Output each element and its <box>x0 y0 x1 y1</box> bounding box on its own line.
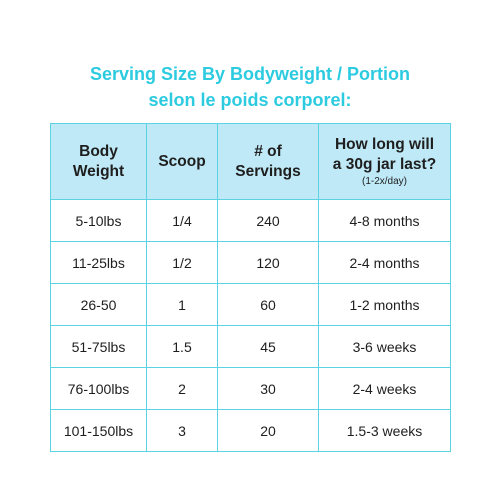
cell-servings: 60 <box>217 283 319 326</box>
cell-servings: 20 <box>217 409 319 452</box>
header-scoop-label: Scoop <box>158 152 206 170</box>
cell-scoop: 3 <box>146 409 218 452</box>
table-row: 101-150lbs 3 20 1.5-3 weeks <box>50 409 451 452</box>
header-jar-duration-line1: How long will <box>334 135 435 153</box>
header-jar-duration-note: (1-2x/day) <box>361 175 407 187</box>
cell-jar-duration: 4-8 months <box>318 199 451 242</box>
title-line-1: Serving Size By Bodyweight / Portion <box>89 64 411 84</box>
cell-body-weight: 26-50 <box>50 283 147 326</box>
cell-body-weight: 11-25lbs <box>50 241 147 284</box>
cell-scoop: 1 <box>146 283 218 326</box>
header-body-weight: Body Weight <box>50 123 147 200</box>
table-row: 76-100lbs 2 30 2-4 weeks <box>50 367 451 410</box>
header-scoop: Scoop <box>146 123 218 200</box>
table-header-row: Body Weight Scoop # of Servings How long… <box>50 123 451 200</box>
header-body-weight-line1: Body <box>79 142 118 160</box>
cell-jar-duration: 2-4 weeks <box>318 367 451 410</box>
table-row: 5-10lbs 1/4 240 4-8 months <box>50 199 451 242</box>
cell-jar-duration: 1.5-3 weeks <box>318 409 451 452</box>
cell-scoop: 1/2 <box>146 241 218 284</box>
cell-body-weight: 76-100lbs <box>50 367 147 410</box>
header-jar-duration-line2: a 30g jar last? <box>332 155 437 173</box>
header-servings-line1: # of <box>254 142 282 160</box>
cell-body-weight: 5-10lbs <box>50 199 147 242</box>
cell-scoop: 2 <box>146 367 218 410</box>
cell-servings: 120 <box>217 241 319 284</box>
cell-body-weight: 51-75lbs <box>50 325 147 368</box>
table-row: 26-50 1 60 1-2 months <box>50 283 451 326</box>
cell-jar-duration: 1-2 months <box>318 283 451 326</box>
table-row: 51-75lbs 1.5 45 3-6 weeks <box>50 325 451 368</box>
header-jar-duration: How long will a 30g jar last? (1-2x/day) <box>318 123 451 200</box>
header-servings-line2: Servings <box>235 162 301 180</box>
cell-servings: 240 <box>217 199 319 242</box>
header-body-weight-line2: Weight <box>72 162 125 180</box>
cell-servings: 30 <box>217 367 319 410</box>
cell-jar-duration: 3-6 weeks <box>318 325 451 368</box>
cell-servings: 45 <box>217 325 319 368</box>
header-servings: # of Servings <box>217 123 319 200</box>
cell-jar-duration: 2-4 months <box>318 241 451 284</box>
cell-scoop: 1.5 <box>146 325 218 368</box>
title-line-2: selon le poids corporel: <box>148 90 352 110</box>
cell-body-weight: 101-150lbs <box>50 409 147 452</box>
table-row: 11-25lbs 1/2 120 2-4 months <box>50 241 451 284</box>
serving-size-table: Body Weight Scoop # of Servings How long… <box>50 123 451 452</box>
cell-scoop: 1/4 <box>146 199 218 242</box>
